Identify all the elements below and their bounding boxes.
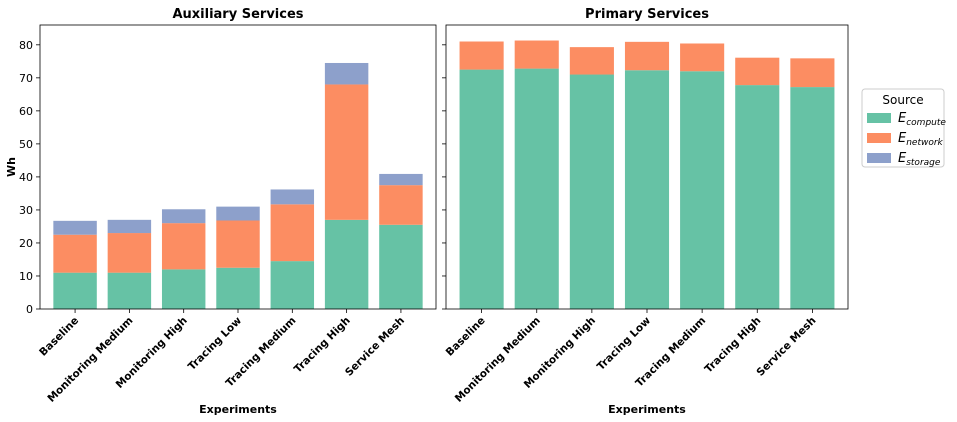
y-tick-label: 10: [19, 270, 33, 283]
bar-compute: [107, 272, 152, 309]
bar-storage: [107, 219, 152, 234]
bar-network: [324, 84, 369, 220]
legend-swatch-storage: [867, 153, 891, 163]
bar-network: [735, 57, 780, 86]
y-tick-label: 0: [26, 303, 33, 316]
x-tick-label: Tracing High: [702, 315, 763, 376]
panel-title: Primary Services: [585, 7, 709, 22]
bar-compute: [216, 267, 260, 309]
bar-compute: [53, 272, 97, 309]
y-tick-label: 40: [19, 171, 33, 184]
bar-compute: [514, 68, 559, 309]
x-tick-label: Service Mesh: [343, 315, 407, 379]
bar-network: [459, 41, 504, 70]
x-axis-label: Experiments: [608, 403, 686, 416]
bar-network: [379, 185, 423, 225]
bar-network: [107, 233, 152, 273]
x-tick-label: Baseline: [37, 315, 81, 359]
bar-network: [624, 41, 670, 71]
bar-network: [216, 220, 260, 268]
y-tick-label: 80: [19, 39, 33, 52]
panel-title: Auxiliary Services: [172, 7, 303, 22]
legend-title: Source: [882, 93, 923, 107]
bar-compute: [735, 85, 780, 309]
bar-network: [790, 58, 835, 88]
legend-label-storage: Estorage: [898, 151, 941, 168]
bar-storage: [161, 209, 206, 224]
legend-label-compute: Ecompute: [898, 111, 946, 128]
bar-compute: [680, 71, 725, 309]
bar-compute: [161, 269, 206, 309]
bar-storage: [270, 189, 315, 205]
y-tick-label: 30: [19, 204, 33, 217]
x-tick-label: Tracing Low: [595, 314, 653, 372]
bar-network: [270, 204, 315, 262]
bar-network: [53, 234, 97, 273]
x-tick-label: Baseline: [444, 315, 488, 359]
legend-swatch-network: [867, 133, 891, 143]
x-tick-label: Tracing High: [292, 315, 353, 376]
y-tick-label: 20: [19, 237, 33, 250]
y-tick-label: 60: [19, 105, 33, 118]
bar-compute: [324, 219, 369, 309]
legend-swatch-compute: [867, 113, 891, 123]
axes-frame: [39, 24, 437, 310]
bar-network: [680, 43, 725, 72]
legend-label-network: Enetwork: [898, 131, 944, 148]
bar-compute: [569, 74, 614, 309]
bar-network: [161, 223, 206, 270]
bar-compute: [459, 69, 504, 309]
x-tick-label: Tracing Low: [186, 314, 244, 372]
x-axis-label: Experiments: [199, 403, 277, 416]
y-tick-label: 70: [19, 72, 33, 85]
bar-network: [514, 40, 559, 69]
bar-compute: [270, 261, 315, 309]
legend-frame: [861, 88, 945, 168]
bar-compute: [379, 224, 423, 309]
bar-compute: [790, 87, 835, 309]
bar-storage: [379, 173, 423, 186]
bar-storage: [53, 220, 97, 235]
bar-network: [569, 47, 614, 75]
y-axis-label: Wh: [5, 157, 18, 177]
bar-compute: [624, 70, 670, 310]
x-tick-label: Service Mesh: [754, 315, 818, 379]
bar-storage: [216, 206, 260, 221]
legend: Source Ecompute Enetwork Estorage: [861, 88, 946, 168]
y-tick-label: 50: [19, 138, 33, 151]
axes-frame: [445, 24, 849, 310]
bar-storage: [324, 62, 369, 85]
